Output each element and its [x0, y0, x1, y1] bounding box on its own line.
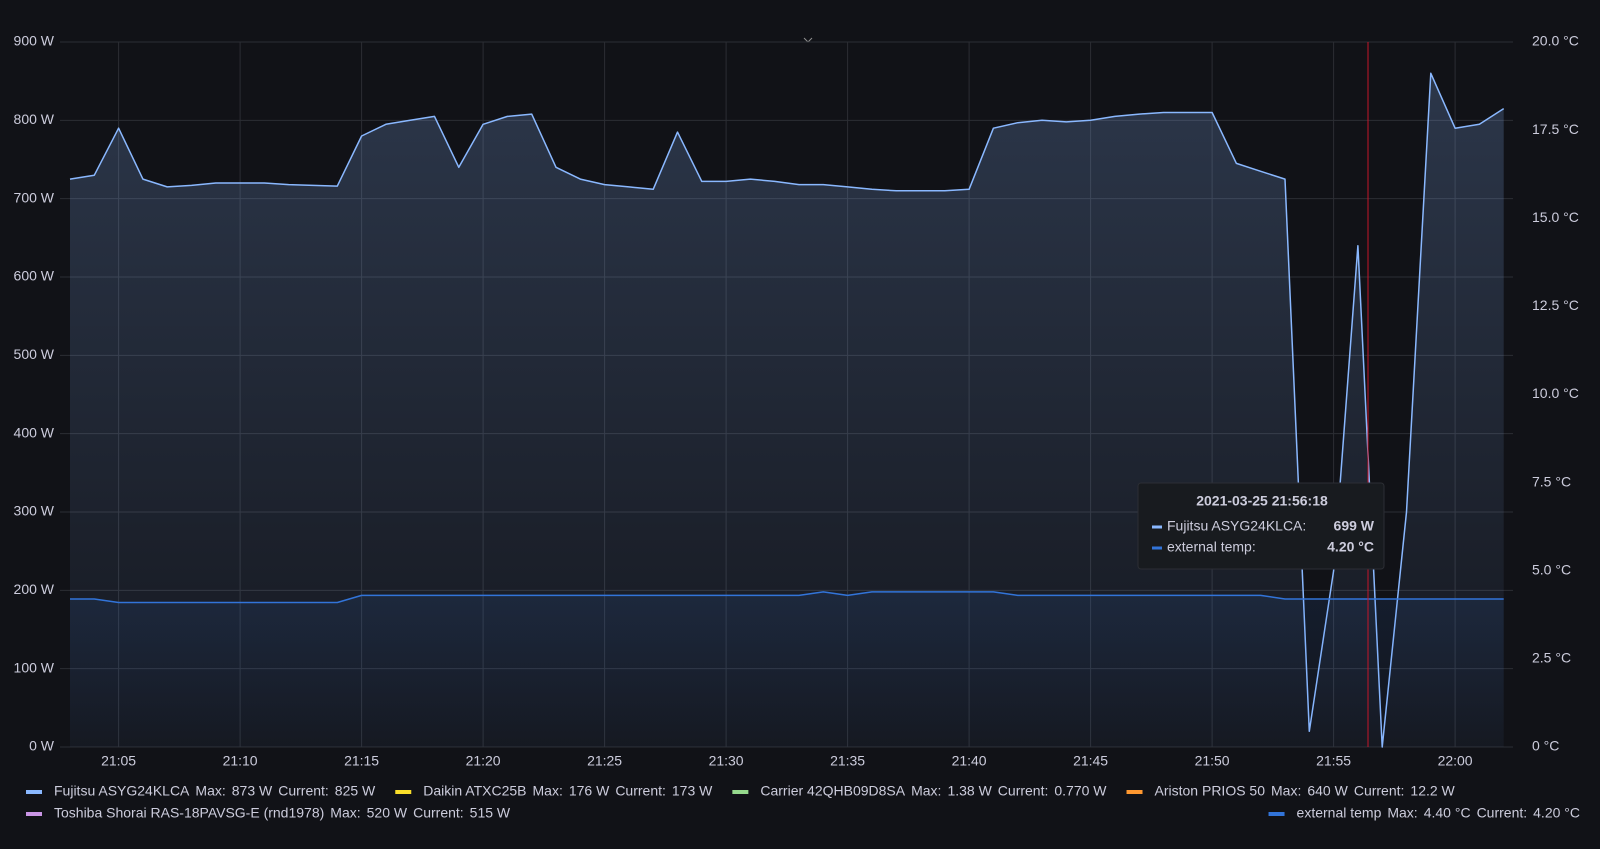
- y-tick-label: 300 W: [14, 503, 55, 519]
- y2-tick-label: 0 °C: [1532, 738, 1559, 754]
- legend-text: Current:: [615, 783, 666, 799]
- x-tick-label: 21:40: [952, 753, 987, 769]
- tooltip-label: Fujitsu ASYG24KLCA:: [1167, 518, 1306, 534]
- legend-text: 640 W: [1307, 783, 1348, 799]
- tooltip-label: external temp:: [1167, 539, 1256, 555]
- x-tick-label: 21:55: [1316, 753, 1351, 769]
- series-line: [70, 591, 1504, 604]
- y-tick-label: 700 W: [14, 189, 55, 205]
- legend-text: 873 W: [232, 783, 273, 799]
- legend-text: Current:: [413, 805, 464, 821]
- legend-text: 825 W: [335, 783, 376, 799]
- legend-text: Carrier 42QHB09D8SA: [760, 783, 905, 799]
- y2-tick-label: 17.5 °C: [1532, 121, 1579, 137]
- legend-text: Max:: [533, 783, 563, 799]
- y2-tick-label: 15.0 °C: [1532, 209, 1579, 225]
- legend-text: Current:: [278, 783, 329, 799]
- x-tick-label: 21:10: [223, 753, 258, 769]
- y-tick-label: 900 W: [14, 33, 55, 49]
- legend-text: 1.38 W: [947, 783, 992, 799]
- y-tick-label: 500 W: [14, 346, 55, 362]
- x-tick-label: 21:05: [101, 753, 136, 769]
- legend-text: external temp: [1297, 805, 1382, 821]
- y-tick-label: 100 W: [14, 659, 55, 675]
- tooltip-value: 699 W: [1334, 518, 1375, 534]
- y2-tick-label: 2.5 °C: [1532, 650, 1571, 666]
- legend-text: Max:: [1271, 783, 1301, 799]
- legend-text: Max:: [330, 805, 360, 821]
- x-tick-label: 21:20: [466, 753, 501, 769]
- tooltip-box: [1137, 482, 1385, 570]
- y-tick-label: 0 W: [29, 738, 55, 754]
- legend-text: 176 W: [569, 783, 610, 799]
- y-tick-label: 200 W: [14, 581, 55, 597]
- x-tick-label: 21:45: [1073, 753, 1108, 769]
- legend-text: 4.40 °C: [1424, 805, 1471, 821]
- x-tick-label: 21:35: [830, 753, 865, 769]
- legend-text: 0.770 W: [1054, 783, 1107, 799]
- legend-text: Current:: [1477, 805, 1528, 821]
- x-tick-label: 21:50: [1195, 753, 1230, 769]
- tooltip: 2021-03-25 21:56:18 Fujitsu ASYG24KLCA: …: [1137, 482, 1385, 570]
- legend-text: Max:: [911, 783, 941, 799]
- y-tick-label: 600 W: [14, 268, 55, 284]
- legend-text: Current:: [1354, 783, 1405, 799]
- legend-text: Toshiba Shorai RAS-18PAVSG-E (rnd1978): [54, 805, 324, 821]
- x-tick-label: 21:25: [587, 753, 622, 769]
- legend-text: 173 W: [672, 783, 713, 799]
- tooltip-value: 4.20 °C: [1327, 539, 1374, 555]
- legend-text: 12.2 W: [1410, 783, 1455, 799]
- series-line: [69, 72, 1505, 748]
- series-area: [70, 73, 1504, 748]
- legend-text: 520 W: [367, 805, 408, 821]
- legend-text: Max:: [195, 783, 225, 799]
- y2-tick-label: 20.0 °C: [1532, 33, 1579, 49]
- legend-text: Daikin ATXC25B: [423, 783, 526, 799]
- legend-text: Current:: [998, 783, 1049, 799]
- y2-tick-label: 5.0 °C: [1532, 561, 1571, 577]
- y-tick-label: 800 W: [14, 111, 55, 127]
- legend-text: 4.20 °C: [1533, 805, 1580, 821]
- legend-text: Ariston PRIOS 50: [1155, 783, 1266, 799]
- y-tick-label: 400 W: [14, 424, 55, 440]
- tooltip-title: 2021-03-25 21:56:18: [1196, 493, 1328, 509]
- x-tick-label: 21:15: [344, 753, 379, 769]
- legend-item[interactable]: Ariston PRIOS 50 Max: 640 W Current: 12.2 W: [1126, 783, 1456, 799]
- legend-item[interactable]: Carrier 42QHB09D8SA Max: 1.38 W Current: 0.7…: [732, 783, 1107, 799]
- legend-text: Max:: [1387, 805, 1417, 821]
- legend-item[interactable]: Toshiba Shorai RAS-18PAVSG-E (rnd1978) Ma…: [26, 805, 511, 821]
- x-tick-label: 21:30: [709, 753, 744, 769]
- series-area: [70, 591, 1504, 747]
- y2-tick-label: 12.5 °C: [1532, 297, 1579, 313]
- legend: Fujitsu ASYG24KLCA Max: 873 W Current: 825 W…: [26, 783, 1580, 821]
- legend-text: Fujitsu ASYG24KLCA: [54, 783, 190, 799]
- y2-tick-label: 10.0 °C: [1532, 385, 1579, 401]
- legend-text: 515 W: [470, 805, 511, 821]
- legend-item[interactable]: Daikin ATXC25B Max: 176 W Current: 173 W: [395, 783, 713, 799]
- legend-item[interactable]: external temp Max: 4.40 °C Current: 4.20 °C: [1268, 805, 1580, 821]
- legend-item[interactable]: Fujitsu ASYG24KLCA Max: 873 W Current: 825 W: [26, 783, 376, 799]
- x-tick-label: 22:00: [1438, 753, 1473, 769]
- plot: 0 W 100 W 200 W 300 W 400 W 500 W 600 W 700 W 80…: [14, 33, 1579, 769]
- y2-tick-label: 7.5 °C: [1532, 473, 1571, 489]
